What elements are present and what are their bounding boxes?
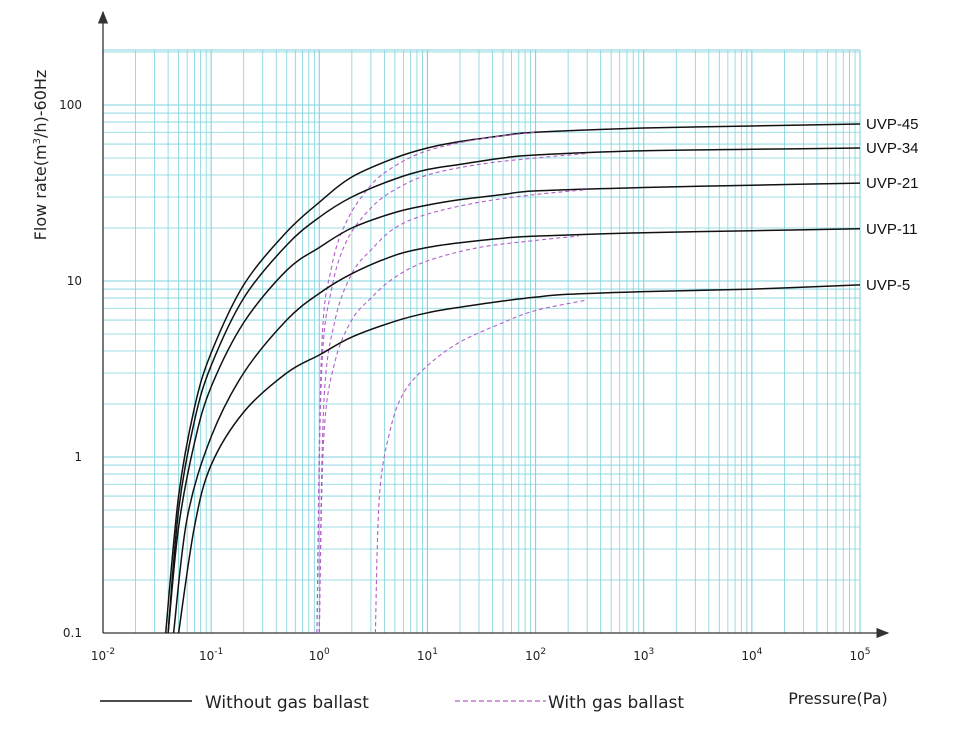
x-tick-label: 101 <box>417 647 438 663</box>
grid <box>102 49 861 634</box>
series-label-uvp-11: UVP-11 <box>866 221 917 238</box>
y-tick-label: 100 <box>59 98 82 112</box>
series-line-uvp-5-without-gas-ballast <box>177 284 861 634</box>
axes <box>97 10 890 639</box>
x-axis-title: Pressure(Pa) <box>788 689 888 708</box>
legend-label-with-gas-ballast: With gas ballast <box>548 693 684 713</box>
x-tick-label: 10-1 <box>199 647 223 663</box>
tick-labels: 10-2 10-1 100 101 102 103 104 105 0.1 1 10 100 <box>59 98 870 663</box>
x-tick-label: 105 <box>849 647 870 663</box>
series-line-uvp-21-without-gas-ballast <box>167 182 861 634</box>
y-tick-label: 1 <box>74 450 82 464</box>
series-label-uvp-5: UVP-5 <box>866 277 910 294</box>
series-line-uvp-11-without-gas-ballast <box>172 228 861 634</box>
series-label-uvp-21: UVP-21 <box>866 175 919 192</box>
series-line-uvp-45-with-gas-ballast <box>316 131 536 634</box>
series-labels: UVP-45 UVP-34 UVP-21 UVP-11 UVP-5 <box>866 116 919 294</box>
x-tick-label: 103 <box>633 647 654 663</box>
legend: Without gas ballast With gas ballast <box>100 693 684 713</box>
series-line-uvp-5-with-gas-ballast <box>374 299 588 634</box>
x-tick-label: 102 <box>525 647 546 663</box>
x-tick-label: 104 <box>741 647 762 663</box>
y-tick-label: 10 <box>67 274 82 288</box>
y-axis-title: Flow rate(m3/h)-60Hz <box>31 70 50 241</box>
y-tick-label: 0.1 <box>63 626 82 640</box>
series-line-uvp-34-without-gas-ballast <box>167 147 861 634</box>
series-line-uvp-11-with-gas-ballast <box>318 235 579 634</box>
series-line-uvp-34-with-gas-ballast <box>316 152 588 634</box>
x-tick-label: 10-2 <box>91 647 115 663</box>
series <box>164 123 861 634</box>
series-line-uvp-21-with-gas-ballast <box>318 189 588 634</box>
series-label-uvp-34: UVP-34 <box>866 140 919 157</box>
series-line-uvp-45-without-gas-ballast <box>164 123 861 634</box>
series-label-uvp-45: UVP-45 <box>866 116 919 133</box>
x-tick-label: 100 <box>309 647 330 663</box>
legend-label-without-gas-ballast: Without gas ballast <box>205 693 369 713</box>
